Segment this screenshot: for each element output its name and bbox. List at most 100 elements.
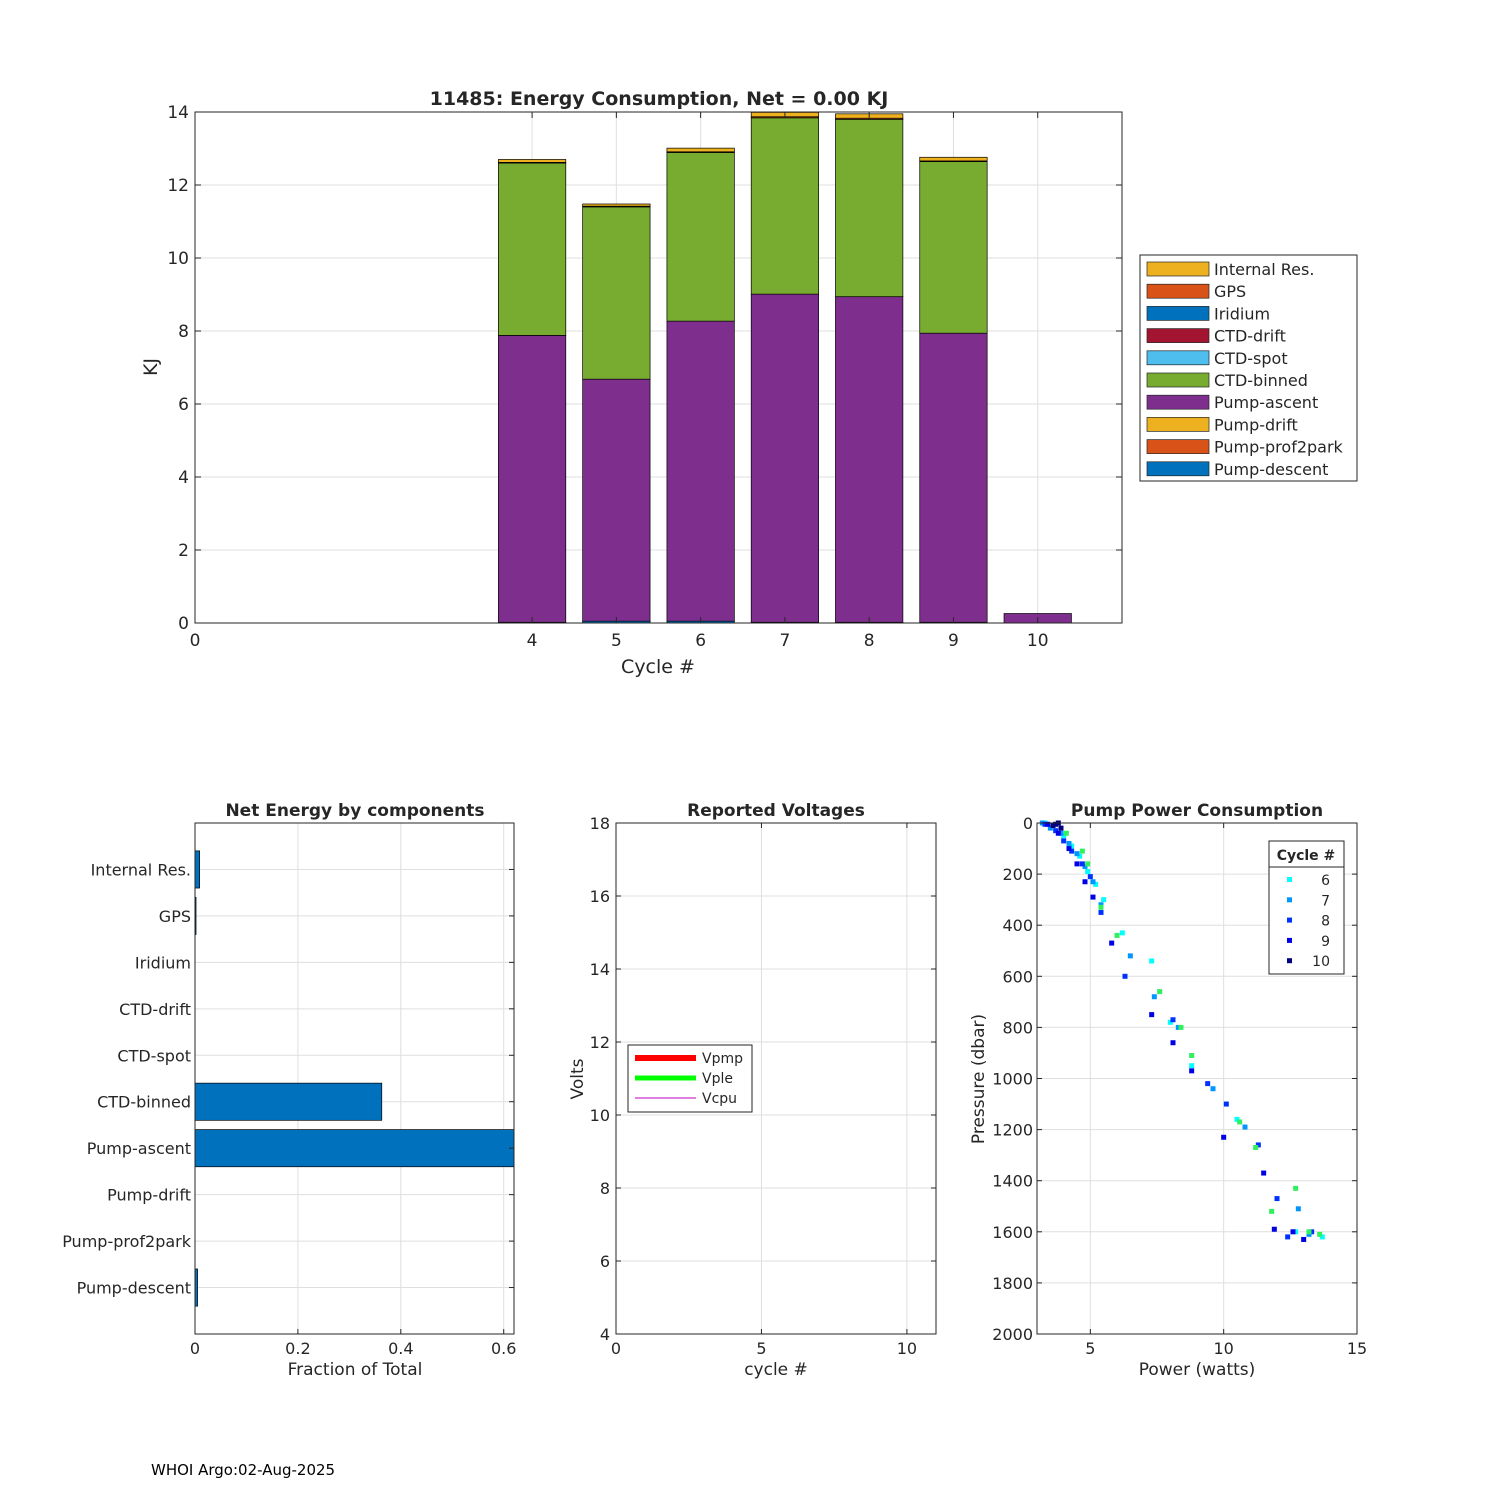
- pump-point-cycle-6: [1319, 1234, 1325, 1240]
- energy-ytick-label: 6: [178, 395, 189, 415]
- volts-xtick-label: 10: [897, 1339, 917, 1358]
- volts-ticks: 0 5 10 4 6 8 10 12 14 16 18: [590, 814, 936, 1358]
- volts-legend-label: Vcpu: [702, 1091, 737, 1107]
- pump-point-cycle-7: [1242, 1124, 1248, 1130]
- energy-bar-ctd-binned-cycle-7: [750, 117, 819, 295]
- energy-bar-ctd-binned-cycle-5: [582, 206, 651, 380]
- pump-point-cycle-9: [1290, 1229, 1296, 1235]
- pump-point-cycle-8: [1098, 909, 1104, 915]
- pump-point-cycle-7: [1090, 879, 1096, 885]
- pump-legend-box: [1268, 840, 1345, 975]
- pump-point-cycle-9: [1055, 830, 1061, 836]
- pump-ytick-label: 1600: [992, 1223, 1033, 1242]
- pump-point-cycle-6: [1061, 833, 1067, 839]
- volts-legend-label: Vple: [702, 1071, 733, 1087]
- volts-ytick-label: 14: [590, 960, 610, 979]
- volts-ytick-label: 18: [590, 814, 610, 833]
- pump-point-cycle-other: [1237, 1119, 1243, 1125]
- energy-bar-pump-ascent-cycle-7: [750, 293, 819, 623]
- energy-legend-swatch: [1146, 350, 1210, 366]
- pump-point-cycle-other: [1189, 1053, 1195, 1059]
- net-title: Net Energy by components: [225, 801, 484, 821]
- net-xtick-label: 0.6: [491, 1339, 516, 1358]
- pump-point-cycle-9: [1045, 821, 1051, 827]
- volts-ytick-label: 12: [590, 1033, 610, 1052]
- pump-ticks: 5 10 15 0 200 400 600 800 1000 1200 1400 1600 1800 20…: [992, 814, 1367, 1358]
- pump-point-cycle-8: [1309, 1229, 1315, 1235]
- energy-legend-label: Pump-drift: [1214, 415, 1298, 434]
- pump-ytick-label: 2000: [992, 1325, 1033, 1344]
- energy-legend-swatch: [1146, 261, 1210, 277]
- energy-legend-swatch: [1146, 328, 1210, 343]
- pump-point-cycle-7: [1127, 953, 1133, 959]
- pump-point-cycle-7: [1074, 851, 1080, 857]
- pump-point-cycle-7: [1082, 863, 1088, 869]
- pump-point-cycle-8: [1079, 861, 1085, 867]
- pump-point-cycle-6: [1119, 930, 1125, 936]
- net-energy-chart: 0 0.2 0.4 0.6 Internal Res. GPS Iridium CTD-dri…: [62, 801, 516, 1380]
- energy-bar-pump-ascent-cycle-8: [835, 296, 904, 623]
- energy-legend-label: GPS: [1214, 282, 1246, 301]
- energy-bar-pump-ascent-cycle-4: [498, 335, 567, 623]
- pump-title: Pump Power Consumption: [1071, 801, 1323, 821]
- pump-legend-title: Cycle #: [1277, 848, 1336, 864]
- net-ytick-label: Pump-descent: [77, 1279, 191, 1298]
- pump-point-cycle-9: [1189, 1068, 1195, 1074]
- pump-point-cycle-other: [1063, 830, 1069, 836]
- pump-point-cycle-9: [1261, 1170, 1267, 1176]
- pump-point-cycle-other: [1306, 1229, 1312, 1235]
- volts-ylabel: Volts: [568, 1058, 588, 1099]
- pump-point-cycle-10: [1058, 825, 1064, 831]
- energy-xtick-label: 6: [695, 631, 706, 651]
- pump-point-cycle-6: [1293, 1229, 1299, 1235]
- energy-legend-swatch: [1146, 283, 1210, 299]
- pump-point-cycle-6: [1189, 1063, 1195, 1069]
- pump-point-cycle-other: [1253, 1144, 1259, 1150]
- energy-legend-label: Pump-prof2park: [1214, 438, 1344, 457]
- net-xtick-label: 0: [190, 1339, 200, 1358]
- energy-legend-label: CTD-spot: [1214, 349, 1288, 368]
- energy-legend-swatch: [1146, 306, 1210, 321]
- energy-xtick-label: 7: [779, 631, 790, 651]
- pump-ytick-label: 400: [1002, 916, 1033, 935]
- pump-point-cycle-9: [1271, 1226, 1277, 1232]
- energy-ticks: 0 4 5 6 7 8 9 10 0 2 4 6 8 10 12 14: [167, 103, 1122, 651]
- footer-text: WHOI Argo:02-Aug-2025: [151, 1461, 336, 1479]
- pump-point-cycle-8: [1061, 838, 1067, 844]
- pump-point-cycle-6: [1167, 1019, 1173, 1025]
- volts-xtick-label: 5: [756, 1339, 766, 1358]
- pump-legend-label: 10: [1312, 954, 1330, 970]
- net-bar-ctd-binned: [194, 1082, 383, 1121]
- pump-legend-marker: [1287, 897, 1292, 903]
- pump-point-cycle-7: [1295, 1206, 1301, 1212]
- net-ytick-label: Pump-ascent: [87, 1139, 191, 1158]
- net-ytick-label: Pump-drift: [107, 1186, 191, 1205]
- pump-point-cycle-7: [1098, 902, 1104, 908]
- energy-xtick-label: 10: [1027, 631, 1049, 651]
- pump-legend-label: 9: [1321, 934, 1330, 950]
- pump-point-cycle-8: [1122, 973, 1128, 979]
- pump-ytick-label: 1200: [992, 1121, 1033, 1140]
- energy-consumption-chart: 0 4 5 6 7 8 9 10 0 2 4 6 8 10 12 14 11485: Energy Consu…: [140, 88, 1358, 678]
- energy-legend-label: CTD-drift: [1214, 327, 1286, 346]
- pump-ytick-label: 800: [1002, 1018, 1033, 1037]
- energy-xtick-label: 4: [527, 631, 538, 651]
- energy-bars: [498, 112, 1072, 624]
- pump-point-cycle-9: [1149, 1012, 1155, 1018]
- pump-point-cycle-7: [1306, 1231, 1312, 1237]
- pump-legend-marker: [1287, 937, 1292, 943]
- energy-ytick-label: 4: [178, 468, 189, 488]
- energy-bar-pump-ascent-cycle-6: [666, 320, 735, 622]
- energy-bar-ctd-binned-cycle-9: [919, 161, 988, 334]
- pump-legend-marker: [1287, 877, 1292, 882]
- net-ytick-label: Internal Res.: [91, 860, 191, 879]
- pump-legend-label: 8: [1321, 914, 1330, 930]
- pump-ylabel: Pressure (dbar): [969, 1014, 989, 1144]
- pump-ytick-label: 1400: [992, 1172, 1033, 1191]
- energy-legend-label: Pump-ascent: [1214, 393, 1318, 412]
- energy-legend-swatch: [1146, 461, 1210, 477]
- energy-bar-internal-res--cycle-4: [498, 159, 567, 163]
- pump-point-cycle-9: [1221, 1134, 1227, 1140]
- pump-legend: Cycle # 6 7 8 9 10: [1268, 840, 1345, 975]
- pump-legend-marker: [1287, 917, 1292, 923]
